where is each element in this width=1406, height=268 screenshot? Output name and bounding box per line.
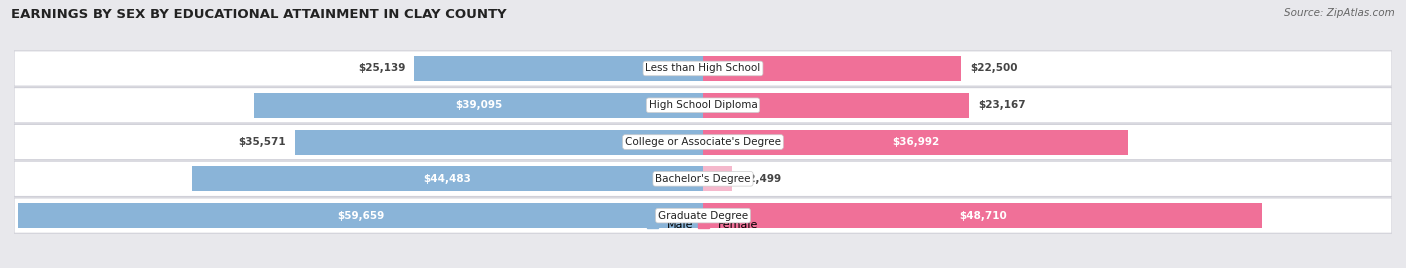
FancyBboxPatch shape <box>14 161 1392 196</box>
Text: $39,095: $39,095 <box>456 100 502 110</box>
Bar <box>703 93 969 118</box>
Legend: Male, Female: Male, Female <box>643 215 763 234</box>
FancyBboxPatch shape <box>14 51 1392 86</box>
Text: $36,992: $36,992 <box>891 137 939 147</box>
Bar <box>193 166 703 191</box>
Bar <box>703 56 962 81</box>
Text: $35,571: $35,571 <box>238 137 285 147</box>
Text: Bachelor's Degree: Bachelor's Degree <box>655 174 751 184</box>
Bar <box>254 93 703 118</box>
Text: $22,500: $22,500 <box>970 64 1018 73</box>
Text: $25,139: $25,139 <box>357 64 405 73</box>
Text: $44,483: $44,483 <box>423 174 471 184</box>
FancyBboxPatch shape <box>14 198 1392 233</box>
Text: $48,710: $48,710 <box>959 211 1007 221</box>
Text: Source: ZipAtlas.com: Source: ZipAtlas.com <box>1284 8 1395 18</box>
Text: High School Diploma: High School Diploma <box>648 100 758 110</box>
Text: $2,499: $2,499 <box>741 174 780 184</box>
Bar <box>295 129 703 155</box>
Text: EARNINGS BY SEX BY EDUCATIONAL ATTAINMENT IN CLAY COUNTY: EARNINGS BY SEX BY EDUCATIONAL ATTAINMEN… <box>11 8 508 21</box>
Text: Less than High School: Less than High School <box>645 64 761 73</box>
Text: $23,167: $23,167 <box>979 100 1026 110</box>
Bar <box>18 203 703 228</box>
Text: $59,659: $59,659 <box>337 211 384 221</box>
Bar <box>415 56 703 81</box>
Bar <box>703 203 1263 228</box>
FancyBboxPatch shape <box>14 88 1392 123</box>
Text: Graduate Degree: Graduate Degree <box>658 211 748 221</box>
Bar <box>703 166 731 191</box>
Text: College or Associate's Degree: College or Associate's Degree <box>626 137 780 147</box>
Bar <box>703 129 1128 155</box>
FancyBboxPatch shape <box>14 124 1392 160</box>
